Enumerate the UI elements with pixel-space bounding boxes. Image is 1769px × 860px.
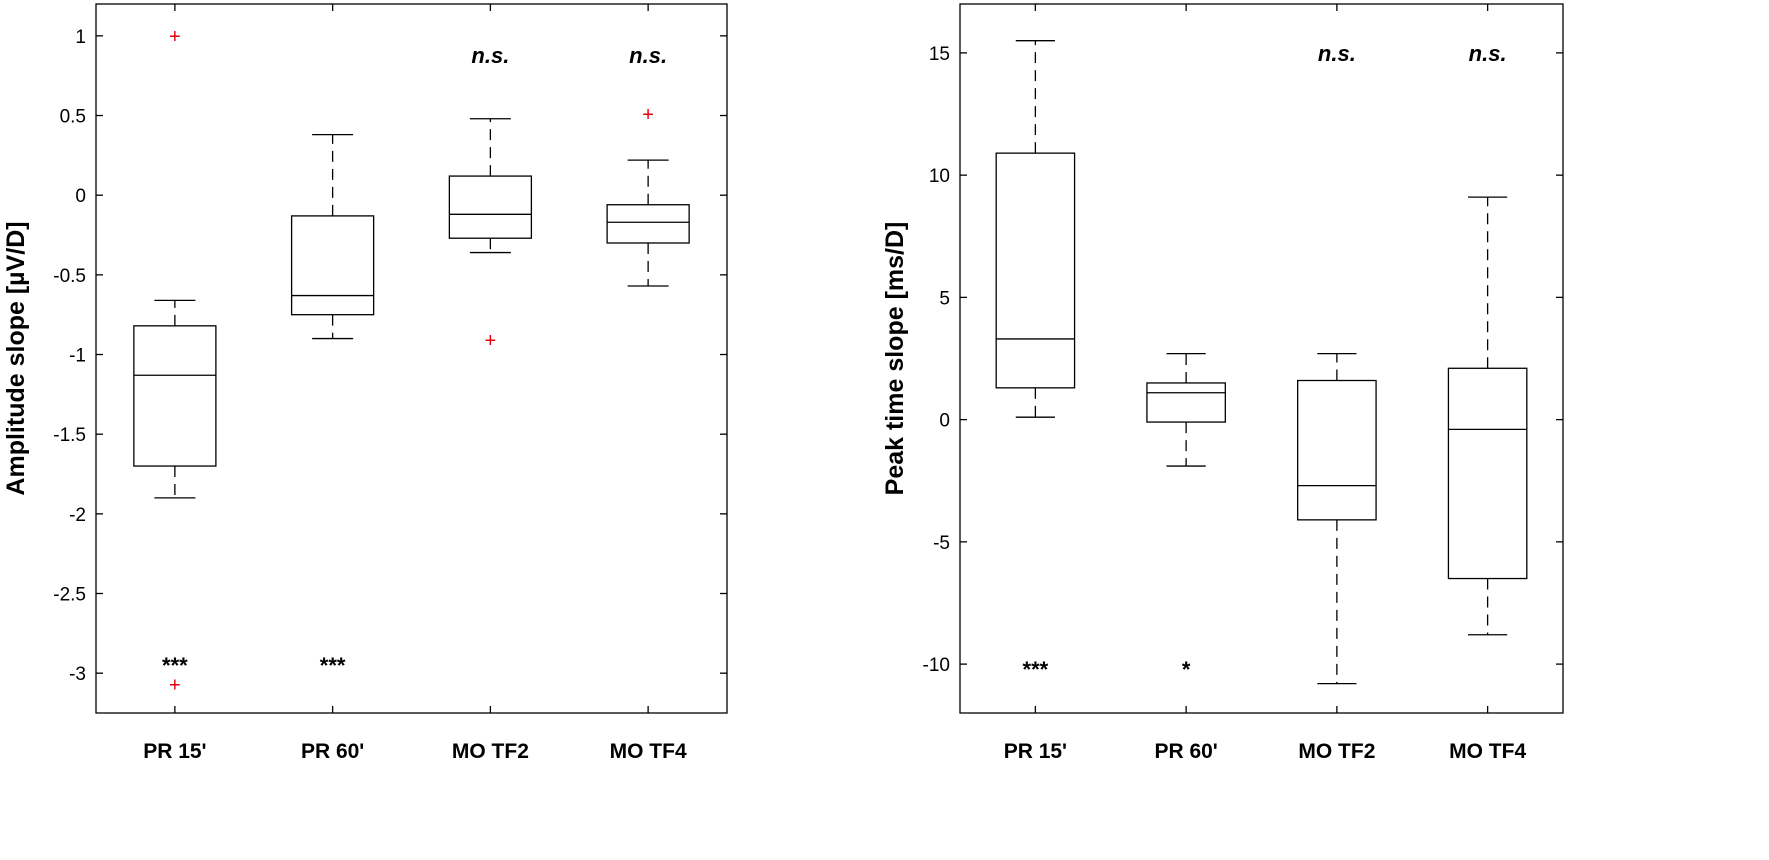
plot-frame [95, 3, 728, 714]
y-tick-label: 0 [75, 186, 86, 207]
interquartile-box [1447, 367, 1528, 580]
y-axis-title: Peak time slope [ms/D] [881, 222, 909, 496]
plot-frame [959, 3, 1564, 714]
interquartile-box [133, 325, 217, 467]
box-2 [1297, 352, 1377, 685]
x-category-label: PR 60' [1154, 740, 1217, 763]
x-category-label: MO TF4 [1449, 740, 1526, 763]
y-tick-label: -0.5 [53, 266, 86, 287]
y-tick-label: -2 [69, 505, 86, 526]
y-tick-label: 5 [939, 288, 950, 309]
y-axis-title: Amplitude slope [µV/D] [2, 221, 30, 495]
interquartile-box [448, 175, 533, 239]
y-tick-label: 0.5 [60, 107, 86, 128]
significance-annotation: n.s. [1469, 41, 1507, 66]
x-category-label: PR 60' [301, 740, 364, 763]
y-tick-label: -10 [923, 655, 950, 676]
significance-annotation: *** [1023, 657, 1049, 682]
x-category-label: MO TF4 [610, 740, 687, 763]
interquartile-box [606, 204, 690, 244]
y-tick-label: -2.5 [53, 585, 86, 606]
y-tick-label: -5 [933, 533, 950, 554]
interquartile-box [995, 152, 1076, 389]
significance-annotation: n.s. [1318, 41, 1356, 66]
peak-time-slope-chart: 15 10 5 0 -5 -10 Peak time slope [ms/D] PR 15' P… [881, 3, 1564, 763]
y-tick-label: -1.5 [53, 425, 86, 446]
x-category-label: MO TF2 [1298, 740, 1375, 763]
x-category-label: PR 15' [143, 740, 206, 763]
significance-annotation: n.s. [629, 43, 667, 68]
y-tick-label: -1 [69, 346, 86, 367]
interquartile-box [1146, 382, 1226, 423]
y-tick-label: 1 [75, 27, 86, 48]
interquartile-box [1297, 379, 1377, 521]
box-3 [1447, 196, 1528, 636]
amplitude-slope-chart: 1 0.5 0 -0.5 -1 -1.5 -2 -2.5 -3 Amplitude slope [… [2, 3, 728, 763]
y-tick-label: 0 [939, 411, 950, 432]
significance-annotation: * [1182, 657, 1191, 682]
significance-annotation: n.s. [471, 43, 509, 68]
box-1 [290, 133, 375, 340]
y-tick-label: 10 [929, 166, 950, 187]
outlier-marker: + [169, 674, 181, 696]
outlier-marker: + [485, 330, 497, 352]
box-1 [1146, 352, 1226, 467]
significance-annotation: *** [320, 653, 346, 678]
box-0 [995, 40, 1076, 418]
y-tick-label: -3 [69, 664, 86, 685]
box-2: + [448, 118, 533, 352]
significance-annotation: *** [162, 653, 188, 678]
outlier-marker: + [169, 26, 181, 48]
y-tick-label: 15 [929, 44, 950, 65]
box-0: ++ [133, 26, 217, 696]
x-category-label: PR 15' [1004, 740, 1067, 763]
interquartile-box [290, 215, 375, 316]
x-category-label: MO TF2 [452, 740, 529, 763]
box-3: + [606, 104, 690, 287]
outlier-marker: + [642, 104, 654, 126]
